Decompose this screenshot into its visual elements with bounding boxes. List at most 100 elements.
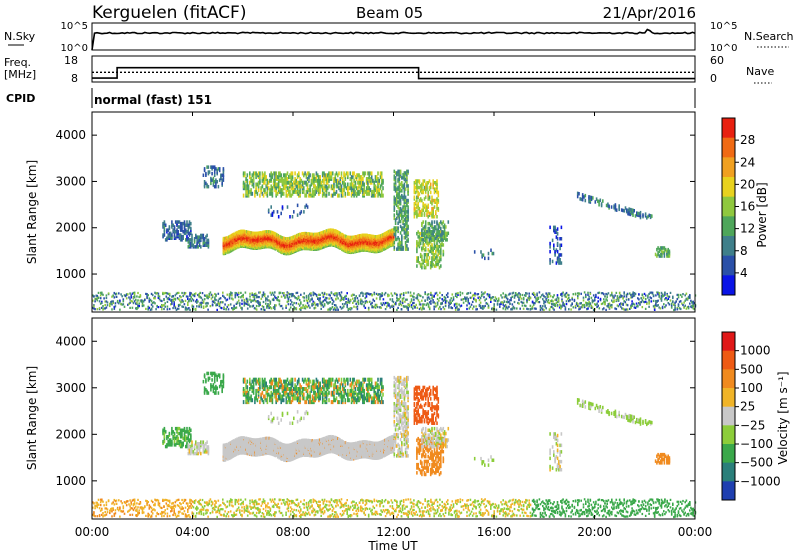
power-cell: [606, 296, 608, 299]
power-cell: [578, 292, 580, 295]
power-cell: [436, 294, 439, 297]
power-cell: [360, 300, 362, 303]
power-cell: [132, 291, 135, 295]
power-cell: [307, 237, 310, 241]
power-cell: [374, 248, 377, 252]
power-cell: [188, 299, 190, 302]
power-cell: [534, 302, 536, 305]
power-cell: [260, 242, 262, 246]
power-cell: [693, 302, 696, 305]
power-cell: [518, 298, 520, 302]
power-cell: [528, 297, 530, 300]
power-cell: [423, 303, 425, 306]
power-cell: [130, 300, 132, 303]
power-cell: [243, 304, 246, 307]
power-cell: [244, 232, 246, 236]
power-cell: [598, 291, 601, 294]
power-cell: [387, 301, 389, 305]
power-cell: [250, 238, 252, 242]
power-cell: [368, 241, 370, 245]
power-cell: [94, 297, 96, 301]
power-cell: [532, 303, 535, 306]
power-cell: [561, 298, 563, 301]
power-cell: [595, 295, 597, 298]
power-cell: [96, 308, 99, 311]
power-cell: [611, 304, 613, 307]
power-cell: [590, 304, 593, 307]
power-cell: [215, 294, 217, 298]
power-cell: [166, 297, 169, 300]
power-cell: [506, 298, 509, 301]
power-cell: [164, 291, 166, 295]
power-cell: [295, 247, 297, 251]
power-cell: [326, 297, 328, 300]
power-cell: [166, 292, 169, 295]
power-cell: [129, 306, 131, 309]
power-cell: [95, 294, 97, 297]
power-cell: [285, 241, 287, 245]
power-cell: [270, 235, 273, 239]
power-cell: [553, 308, 555, 311]
power-cell: [612, 301, 614, 304]
power-cell: [362, 244, 365, 248]
power-cell: [401, 301, 404, 305]
power-cell: [606, 293, 608, 296]
power-cell: [147, 308, 149, 311]
power-cell: [643, 301, 646, 304]
power-cell: [592, 294, 595, 297]
power-cell: [347, 298, 350, 301]
power-cell: [234, 231, 237, 235]
power-cell: [538, 301, 541, 304]
power-cell: [651, 291, 654, 294]
power-cell: [96, 299, 99, 302]
power-cell: [245, 300, 248, 303]
power-cell: [214, 301, 216, 304]
power-cell: [99, 291, 102, 294]
power-cell: [293, 250, 295, 254]
power-cell: [499, 303, 501, 306]
power-cell: [155, 308, 157, 311]
power-cell: [468, 307, 471, 310]
power-cell: [121, 303, 123, 306]
power-cell: [228, 293, 231, 296]
power-cell: [235, 292, 238, 295]
power-cell: [666, 292, 668, 296]
power-cell: [460, 298, 463, 301]
power-cell: [348, 301, 351, 304]
power-cell: [258, 304, 260, 308]
power-cell: [378, 293, 380, 296]
power-cell: [505, 296, 508, 300]
power-cell: [346, 292, 348, 295]
power-cell: [466, 296, 468, 299]
power-cell: [622, 303, 624, 306]
power-cell: [511, 292, 514, 295]
power-cell: [617, 297, 620, 300]
power-cell: [689, 294, 691, 297]
power-cell: [99, 297, 102, 300]
power-cell: [141, 301, 144, 305]
power-cell: [477, 293, 480, 296]
power-cell: [580, 306, 582, 309]
power-cell: [539, 308, 542, 311]
power-cell: [210, 293, 213, 296]
power-cell: [479, 301, 482, 304]
power-cell: [252, 295, 255, 298]
power-cell: [249, 305, 251, 308]
power-cell: [365, 300, 368, 303]
power-cell: [661, 305, 664, 308]
power-cell: [609, 294, 612, 297]
power-cell: [137, 304, 139, 307]
power-cell: [189, 298, 191, 301]
power-cell: [270, 230, 273, 234]
power-cell: [103, 297, 105, 300]
power-cell: [106, 301, 109, 304]
power-cell: [577, 297, 579, 300]
power-cell: [644, 294, 647, 297]
power-cell: [388, 303, 390, 306]
power-cell: [471, 307, 474, 310]
power-cell: [348, 235, 350, 239]
power-cell: [275, 304, 277, 307]
power-cell: [339, 305, 342, 309]
power-cell: [465, 297, 467, 300]
